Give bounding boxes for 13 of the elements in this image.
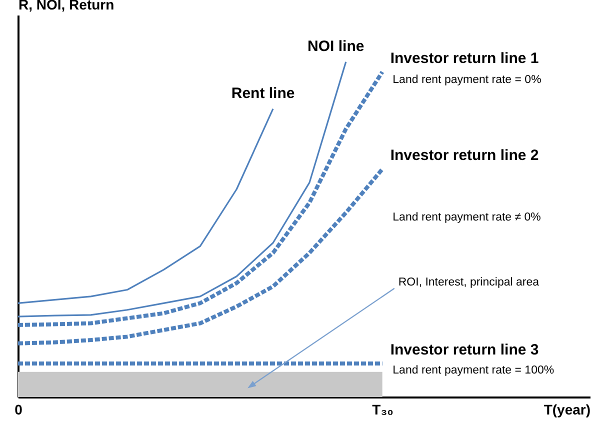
annotation: Land rent payment rate ≠ 0% [392, 211, 541, 224]
series-label: Investor return line 2 [390, 147, 539, 164]
annotation: Land rent payment rate = 100% [392, 364, 554, 376]
series-label: NOI line [308, 38, 364, 55]
annotation: ROI, Interest, principal area [398, 276, 540, 288]
x-tick-label: 0 [14, 402, 23, 418]
x-tick-label: T₃₀ [372, 402, 394, 418]
x-axis-title: T(year) [544, 402, 590, 418]
series-label: Rent line [231, 84, 295, 102]
annotation: Land rent payment rate = 0% [392, 74, 542, 86]
series-label: Investor return line 1 [390, 50, 539, 67]
series-label: Investor return line 3 [390, 341, 539, 358]
y-axis-title: R, NOI, Return [18, 0, 114, 12]
